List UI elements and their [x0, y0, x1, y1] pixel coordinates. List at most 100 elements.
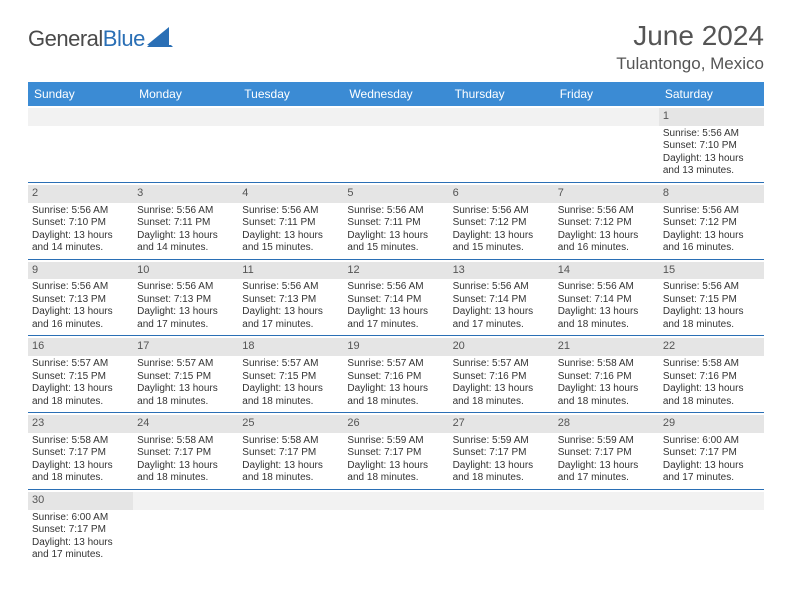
- calendar-cell: 9Sunrise: 5:56 AMSunset: 7:13 PMDaylight…: [28, 259, 133, 336]
- daylight-line-1: Daylight: 13 hours: [242, 230, 339, 243]
- weekday-wednesday: Wednesday: [343, 82, 448, 106]
- day-number-empty: [238, 492, 343, 510]
- day-number-empty: [343, 108, 448, 126]
- sunrise-line: Sunrise: 5:56 AM: [137, 205, 234, 218]
- daylight-line-1: Daylight: 13 hours: [663, 306, 760, 319]
- daylight-line-2: and 14 minutes.: [137, 242, 234, 255]
- daylight-line-1: Daylight: 13 hours: [32, 460, 129, 473]
- day-number: 6: [449, 185, 554, 203]
- calendar-body: 1Sunrise: 5:56 AMSunset: 7:10 PMDaylight…: [28, 106, 764, 566]
- daylight-line-1: Daylight: 13 hours: [137, 460, 234, 473]
- sunset-line: Sunset: 7:16 PM: [558, 371, 655, 384]
- calendar-cell: [449, 106, 554, 182]
- day-number: 21: [554, 338, 659, 356]
- daylight-line-2: and 14 minutes.: [32, 242, 129, 255]
- sunrise-line: Sunrise: 5:58 AM: [32, 435, 129, 448]
- calendar-cell: [133, 489, 238, 565]
- sunrise-line: Sunrise: 5:57 AM: [137, 358, 234, 371]
- sunset-line: Sunset: 7:17 PM: [32, 524, 129, 537]
- day-number: 22: [659, 338, 764, 356]
- weekday-thursday: Thursday: [449, 82, 554, 106]
- day-number: 16: [28, 338, 133, 356]
- sunrise-line: Sunrise: 5:58 AM: [663, 358, 760, 371]
- sunset-line: Sunset: 7:14 PM: [347, 294, 444, 307]
- sunset-line: Sunset: 7:17 PM: [137, 447, 234, 460]
- calendar-cell: [343, 106, 448, 182]
- daylight-line-2: and 18 minutes.: [137, 472, 234, 485]
- calendar-cell: 29Sunrise: 6:00 AMSunset: 7:17 PMDayligh…: [659, 413, 764, 490]
- day-number: 24: [133, 415, 238, 433]
- calendar-cell: 26Sunrise: 5:59 AMSunset: 7:17 PMDayligh…: [343, 413, 448, 490]
- calendar-cell: 14Sunrise: 5:56 AMSunset: 7:14 PMDayligh…: [554, 259, 659, 336]
- weekday-friday: Friday: [554, 82, 659, 106]
- daylight-line-1: Daylight: 13 hours: [242, 383, 339, 396]
- day-number: 30: [28, 492, 133, 510]
- sunset-line: Sunset: 7:17 PM: [347, 447, 444, 460]
- weekday-tuesday: Tuesday: [238, 82, 343, 106]
- daylight-line-1: Daylight: 13 hours: [558, 230, 655, 243]
- calendar-cell: 4Sunrise: 5:56 AMSunset: 7:11 PMDaylight…: [238, 182, 343, 259]
- daylight-line-1: Daylight: 13 hours: [453, 230, 550, 243]
- calendar-row: 16Sunrise: 5:57 AMSunset: 7:15 PMDayligh…: [28, 336, 764, 413]
- calendar-cell: [28, 106, 133, 182]
- calendar-row: 30Sunrise: 6:00 AMSunset: 7:17 PMDayligh…: [28, 489, 764, 565]
- sunrise-line: Sunrise: 6:00 AM: [663, 435, 760, 448]
- sunset-line: Sunset: 7:13 PM: [32, 294, 129, 307]
- day-number-empty: [659, 492, 764, 510]
- daylight-line-2: and 16 minutes.: [32, 319, 129, 332]
- sunset-line: Sunset: 7:12 PM: [558, 217, 655, 230]
- sunset-line: Sunset: 7:16 PM: [347, 371, 444, 384]
- daylight-line-2: and 18 minutes.: [453, 396, 550, 409]
- daylight-line-1: Daylight: 13 hours: [663, 153, 760, 166]
- day-number-empty: [238, 108, 343, 126]
- daylight-line-2: and 15 minutes.: [242, 242, 339, 255]
- sunset-line: Sunset: 7:13 PM: [242, 294, 339, 307]
- calendar-cell: 1Sunrise: 5:56 AMSunset: 7:10 PMDaylight…: [659, 106, 764, 182]
- sunrise-line: Sunrise: 5:56 AM: [32, 281, 129, 294]
- sunrise-line: Sunrise: 5:56 AM: [242, 205, 339, 218]
- calendar-cell: [554, 489, 659, 565]
- day-number: 4: [238, 185, 343, 203]
- day-number: 20: [449, 338, 554, 356]
- weekday-header-row: Sunday Monday Tuesday Wednesday Thursday…: [28, 82, 764, 106]
- day-number-empty: [28, 108, 133, 126]
- calendar-cell: 17Sunrise: 5:57 AMSunset: 7:15 PMDayligh…: [133, 336, 238, 413]
- weekday-sunday: Sunday: [28, 82, 133, 106]
- calendar-cell: 28Sunrise: 5:59 AMSunset: 7:17 PMDayligh…: [554, 413, 659, 490]
- daylight-line-1: Daylight: 13 hours: [558, 460, 655, 473]
- sunrise-line: Sunrise: 5:58 AM: [242, 435, 339, 448]
- sunrise-line: Sunrise: 5:57 AM: [242, 358, 339, 371]
- calendar-cell: 2Sunrise: 5:56 AMSunset: 7:10 PMDaylight…: [28, 182, 133, 259]
- calendar-cell: 19Sunrise: 5:57 AMSunset: 7:16 PMDayligh…: [343, 336, 448, 413]
- day-number-empty: [449, 492, 554, 510]
- day-number: 19: [343, 338, 448, 356]
- sunrise-line: Sunrise: 5:56 AM: [242, 281, 339, 294]
- daylight-line-2: and 17 minutes.: [663, 472, 760, 485]
- daylight-line-2: and 17 minutes.: [137, 319, 234, 332]
- daylight-line-2: and 18 minutes.: [453, 472, 550, 485]
- day-number: 8: [659, 185, 764, 203]
- sunrise-line: Sunrise: 5:58 AM: [137, 435, 234, 448]
- calendar-cell: 11Sunrise: 5:56 AMSunset: 7:13 PMDayligh…: [238, 259, 343, 336]
- sunset-line: Sunset: 7:15 PM: [32, 371, 129, 384]
- calendar-cell: [659, 489, 764, 565]
- calendar-cell: [449, 489, 554, 565]
- calendar-cell: 27Sunrise: 5:59 AMSunset: 7:17 PMDayligh…: [449, 413, 554, 490]
- daylight-line-1: Daylight: 13 hours: [137, 383, 234, 396]
- location: Tulantongo, Mexico: [616, 54, 764, 74]
- day-number: 12: [343, 262, 448, 280]
- logo: GeneralBlue: [28, 26, 173, 52]
- sunrise-line: Sunrise: 5:56 AM: [663, 281, 760, 294]
- day-number: 29: [659, 415, 764, 433]
- calendar-row: 9Sunrise: 5:56 AMSunset: 7:13 PMDaylight…: [28, 259, 764, 336]
- sunset-line: Sunset: 7:15 PM: [663, 294, 760, 307]
- sunrise-line: Sunrise: 5:57 AM: [32, 358, 129, 371]
- sunrise-line: Sunrise: 5:56 AM: [347, 205, 444, 218]
- daylight-line-1: Daylight: 13 hours: [663, 383, 760, 396]
- day-number: 28: [554, 415, 659, 433]
- daylight-line-2: and 18 minutes.: [663, 319, 760, 332]
- daylight-line-1: Daylight: 13 hours: [347, 383, 444, 396]
- day-number-empty: [554, 492, 659, 510]
- daylight-line-1: Daylight: 13 hours: [32, 383, 129, 396]
- calendar-cell: 30Sunrise: 6:00 AMSunset: 7:17 PMDayligh…: [28, 489, 133, 565]
